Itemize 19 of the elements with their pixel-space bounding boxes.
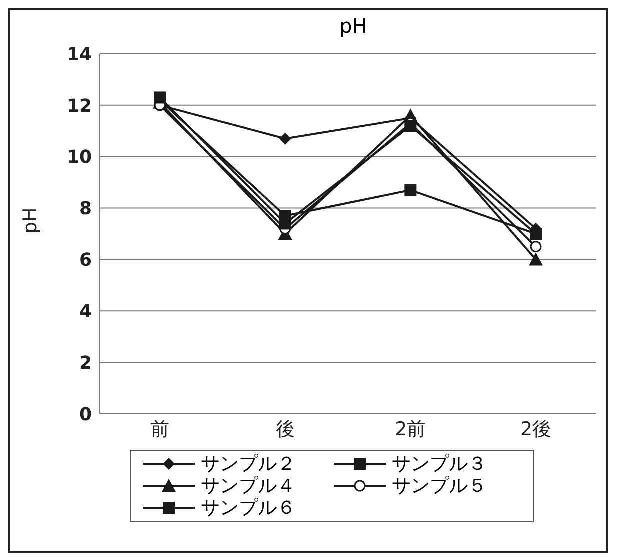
y-tick-label: 6 bbox=[79, 250, 92, 272]
legend-label: サンプル２ bbox=[201, 453, 296, 475]
chart-title: pH bbox=[338, 14, 368, 38]
x-tick-label: 2後 bbox=[520, 418, 552, 440]
y-tick-label: 12 bbox=[66, 96, 92, 117]
y-tick-label: 2 bbox=[79, 352, 92, 374]
x-tick-label: 後 bbox=[276, 418, 295, 440]
y-tick-label: 8 bbox=[79, 198, 92, 220]
legend-label: サンプル５ bbox=[392, 475, 487, 497]
y-tick-label: 14 bbox=[66, 44, 92, 66]
x-tick-label: 2前 bbox=[395, 418, 426, 440]
legend-label: サンプル４ bbox=[201, 475, 296, 497]
legend-label: サンプル６ bbox=[201, 497, 296, 519]
legend-label: サンプル３ bbox=[392, 453, 487, 475]
y-tick-label: 10 bbox=[66, 147, 92, 168]
y-tick-label: 0 bbox=[79, 404, 92, 426]
y-tick-label: 4 bbox=[79, 302, 92, 323]
x-tick-label: 前 bbox=[150, 418, 170, 440]
y-axis-title: pH bbox=[20, 208, 42, 234]
